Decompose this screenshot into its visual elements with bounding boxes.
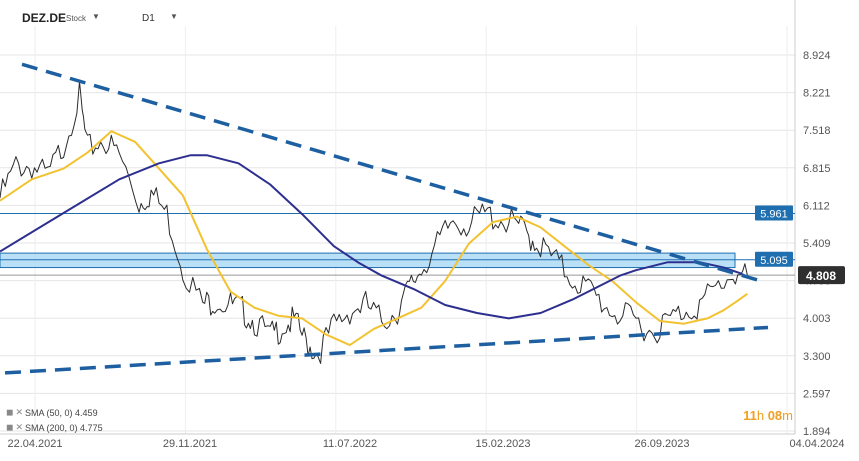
y-tick-label: 8.221 <box>803 88 831 100</box>
y-tick-label: 6.815 <box>803 163 831 175</box>
series-line-0 <box>0 81 748 364</box>
chart-toolbar: DEZ.DE Stock ▼ D1 ▼ <box>0 0 859 26</box>
countdown-minutes: 08 <box>767 408 783 423</box>
trendline-lower <box>4 325 769 375</box>
level-tag-label-1: 5.095 <box>760 255 788 267</box>
x-tick-label: 11.07.2022 <box>323 438 377 450</box>
x-tick-label: 04.04.2024 <box>789 438 844 450</box>
close-icon[interactable]: ✕ <box>15 407 24 417</box>
last-price-tag-label: 4.808 <box>806 269 836 283</box>
level-labels: 5.961 5.095 4.808 <box>755 205 845 285</box>
series-lines <box>0 81 748 364</box>
y-tick-label: 3.300 <box>803 351 831 363</box>
timeframe-label[interactable]: D1 <box>142 13 155 24</box>
y-tick-label: 8.924 <box>803 50 831 62</box>
x-tick-label: 15.02.2023 <box>475 438 530 450</box>
x-tick-label: 26.09.2023 <box>634 438 689 450</box>
countdown-minutes-unit: m <box>782 408 793 423</box>
legend-sma50-label: SMA (50, 0) 4.459 <box>25 407 98 418</box>
series-line-1 <box>0 130 748 347</box>
series-line-2 <box>0 154 748 320</box>
legend-sma200-label: SMA (200, 0) 4.775 <box>25 422 103 433</box>
level-tag-bg-0 <box>755 205 793 221</box>
timeframe-dropdown-icon[interactable]: ▼ <box>170 12 178 21</box>
price-levels <box>0 212 795 276</box>
candle-countdown: 11h 08m <box>743 408 793 423</box>
x-tick-label: 29.11.2021 <box>163 438 217 450</box>
y-axis: 8.9248.2217.5186.8156.1125.4094.7064.003… <box>803 50 831 438</box>
symbol-label[interactable]: DEZ.DE <box>22 11 67 25</box>
x-tick-label: 22.04.2021 <box>7 438 62 450</box>
eye-icon[interactable]: ◼ <box>6 422 14 432</box>
countdown-hours: 11 <box>743 408 757 423</box>
last-price-tag-bg <box>798 266 845 285</box>
y-tick-label: 6.112 <box>803 200 830 212</box>
x-axis: 22.04.2021 29.11.2021 11.07.2022 15.02.2023… <box>7 438 844 450</box>
level-tag-bg-1 <box>755 251 793 267</box>
y-tick-label: 2.597 <box>803 388 831 400</box>
trendline-upper <box>21 62 758 282</box>
trendlines <box>4 62 769 375</box>
y-tick-label: 5.409 <box>803 238 831 250</box>
y-tick-label: 7.518 <box>803 125 831 137</box>
zone-rect <box>0 252 736 269</box>
symbol-dropdown-icon[interactable]: ▼ <box>92 12 100 21</box>
countdown-hours-unit: h <box>756 408 765 423</box>
legend-sma50: ◼ ✕ SMA (50, 0) 4.459 <box>6 407 98 418</box>
grid-lines <box>0 0 796 435</box>
support-resistance-zone <box>0 252 736 269</box>
level-tag-label-0: 5.961 <box>760 208 788 220</box>
instrument-type-label: Stock <box>66 14 87 23</box>
close-icon[interactable]: ✕ <box>15 422 24 432</box>
y-tick-label: 4.003 <box>803 313 831 325</box>
legend-sma200: ◼ ✕ SMA (200, 0) 4.775 <box>6 422 103 433</box>
eye-icon[interactable]: ◼ <box>6 407 14 417</box>
y-tick-label: 1.894 <box>803 426 831 438</box>
